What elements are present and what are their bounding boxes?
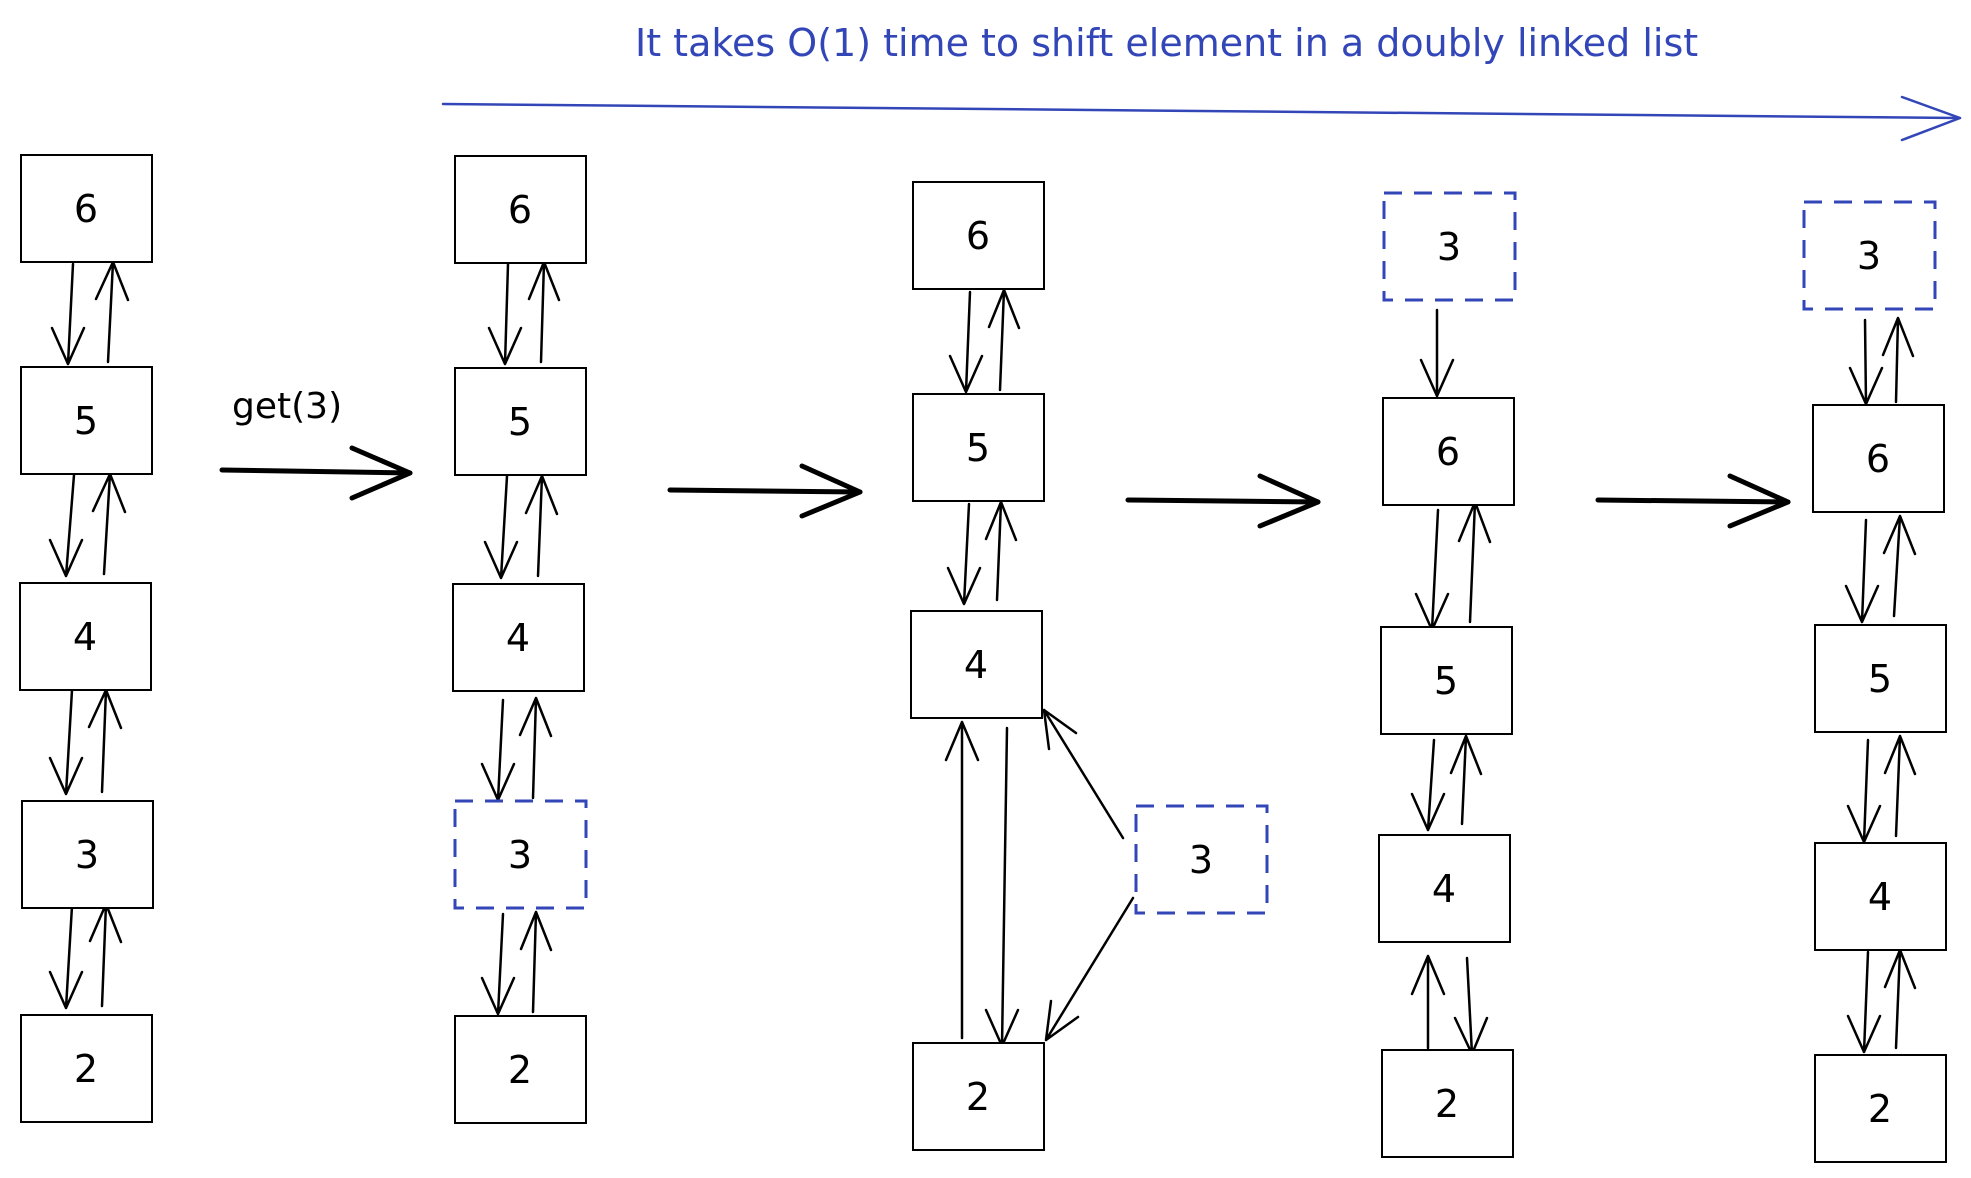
list-node: 6 [20,154,153,263]
list-node: 6 [454,155,587,264]
list-node: 5 [20,366,153,475]
list-node-highlighted: 3 [1802,200,1937,311]
list-node-highlighted: 3 [1382,191,1517,302]
node-value: 2 [74,1047,98,1091]
node-value: 3 [1857,234,1881,278]
node-value: 3 [1189,838,1213,882]
list-node: 2 [454,1015,587,1124]
node-value: 4 [1868,875,1892,919]
stage-2: 6 5 4 3 2 [452,155,588,1124]
node-value: 6 [1436,430,1460,474]
list-node-highlighted: 3 [1134,804,1269,915]
operation-label: get(3) [232,386,342,427]
node-value: 5 [1434,659,1458,703]
node-value: 3 [508,833,532,877]
node-value: 6 [74,187,98,231]
list-node: 4 [1378,834,1511,943]
stage-3-links [944,288,1135,1048]
stage-1: 6 5 4 3 2 [19,154,154,1123]
list-node: 4 [452,583,585,692]
list-node: 6 [912,181,1045,290]
node-value: 6 [508,188,532,232]
node-value: 4 [1432,867,1456,911]
flow-arrow-2 [667,463,863,519]
node-value: 6 [966,214,990,258]
node-value: 5 [74,399,98,443]
list-node: 3 [21,800,154,909]
stage-5-links [1844,316,1917,1054]
node-value: 3 [75,833,99,877]
list-node: 4 [910,610,1043,719]
banner: It takes O(1) time to shift element in a… [441,21,1962,142]
flow-arrow-3 [1125,473,1321,529]
list-node: 2 [912,1042,1045,1151]
list-node: 2 [1381,1049,1514,1158]
node-value: 5 [1868,657,1892,701]
list-node: 5 [454,367,587,476]
list-node: 5 [912,393,1045,502]
list-node: 6 [1382,397,1515,506]
list-node: 4 [1814,842,1947,951]
stage-3: 6 5 4 2 3 [910,181,1269,1151]
list-node: 2 [20,1014,153,1123]
flow-arrow-4 [1595,473,1791,529]
node-value: 2 [1868,1087,1892,1131]
node-value: 6 [1866,437,1890,481]
banner-text: It takes O(1) time to shift element in a… [635,21,1698,65]
node-value: 2 [1435,1082,1459,1126]
list-node-highlighted: 3 [453,799,588,910]
stage-5: 3 6 5 4 2 [1802,200,1947,1163]
node-value: 4 [964,643,988,687]
banner-arrow [441,95,1962,142]
stage-1-links [48,260,130,1010]
flow-arrow-1 [219,445,413,501]
list-node: 4 [19,582,152,691]
node-value: 5 [508,400,532,444]
node-value: 3 [1437,225,1461,269]
node-value: 4 [73,615,97,659]
node-value: 2 [508,1048,532,1092]
node-value: 4 [506,616,530,660]
list-node: 6 [1812,404,1945,513]
list-node: 5 [1380,626,1513,735]
node-value: 5 [966,426,990,470]
list-node: 5 [1814,624,1947,733]
node-value: 2 [966,1075,990,1119]
stage-4: 3 6 5 4 2 [1378,191,1517,1158]
list-node: 2 [1814,1054,1947,1163]
